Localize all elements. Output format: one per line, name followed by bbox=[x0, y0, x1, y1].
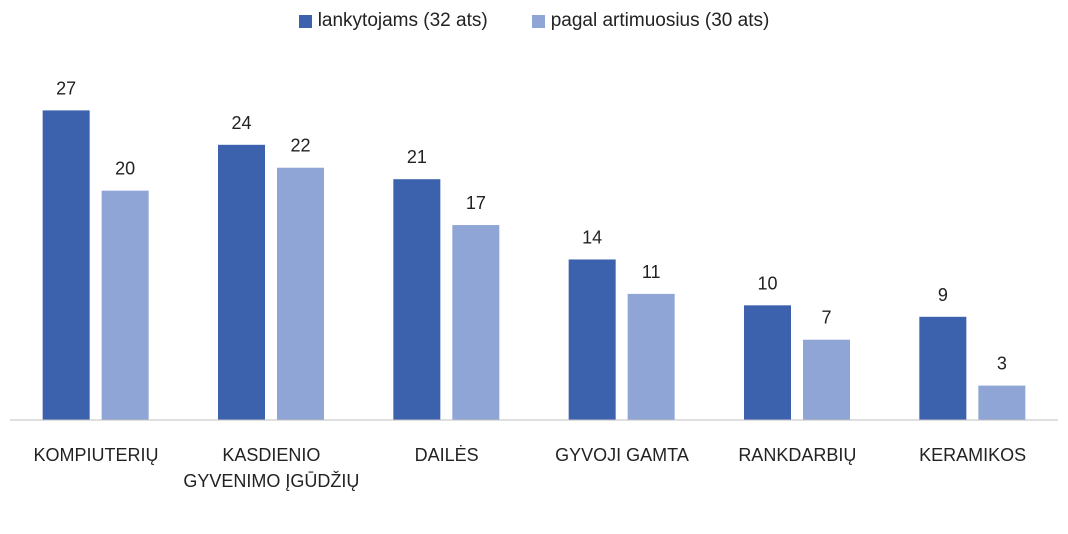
bar bbox=[978, 385, 1026, 420]
x-tick-label: RANKDARBIŲ bbox=[738, 445, 857, 465]
data-label: 17 bbox=[466, 193, 486, 213]
x-tick-label: GYVOJI GAMTA bbox=[555, 445, 689, 465]
bar bbox=[744, 305, 791, 420]
legend-item: pagal artimuosius (30 ats) bbox=[531, 10, 770, 32]
data-label: 14 bbox=[582, 227, 602, 247]
data-label: 20 bbox=[115, 159, 135, 179]
bar bbox=[42, 110, 90, 421]
bar bbox=[568, 259, 616, 420]
legend-swatch bbox=[298, 14, 312, 28]
legend: lankytojams (32 ats) pagal artimuosius (3… bbox=[0, 10, 1068, 32]
data-label: 3 bbox=[997, 354, 1007, 374]
bar bbox=[101, 190, 149, 420]
legend-label: pagal artimuosius (30 ats) bbox=[550, 10, 770, 31]
bar bbox=[277, 167, 324, 420]
bar bbox=[803, 339, 850, 420]
x-tick-label: KOMPIUTERIŲ bbox=[33, 445, 159, 465]
bar bbox=[452, 225, 500, 420]
data-label: 7 bbox=[821, 308, 831, 328]
bar bbox=[627, 293, 675, 420]
legend-item: lankytojams (32 ats) bbox=[298, 10, 488, 32]
data-label: 11 bbox=[642, 262, 661, 282]
data-label: 21 bbox=[407, 147, 427, 167]
data-label: 9 bbox=[938, 285, 948, 305]
data-label: 27 bbox=[56, 78, 76, 98]
x-tick-label: KERAMIKOS bbox=[919, 445, 1027, 465]
data-label: 22 bbox=[290, 136, 310, 156]
bar bbox=[919, 316, 967, 420]
x-tick-label: DAILĖS bbox=[414, 445, 479, 465]
legend-swatch bbox=[531, 14, 545, 28]
data-label: 24 bbox=[231, 113, 251, 133]
bar bbox=[393, 179, 441, 420]
bar bbox=[218, 144, 265, 421]
x-tick-label: KASDIENIO GYVENIMO ĮGŪDŽIŲ bbox=[183, 445, 360, 491]
data-label: 10 bbox=[757, 273, 777, 293]
legend-label: lankytojams (32 ats) bbox=[317, 10, 488, 31]
